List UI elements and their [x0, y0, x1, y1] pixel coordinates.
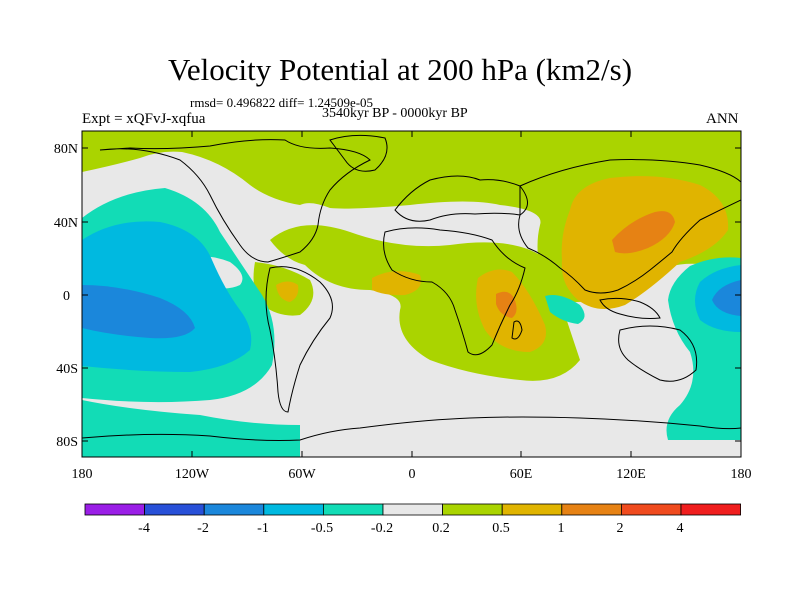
experiment-label: Expt = xQFvJ-xqfua — [82, 111, 206, 127]
colorbar-box — [561, 503, 622, 516]
contour-field — [82, 131, 741, 457]
colorbar-label: -0.2 — [371, 521, 393, 536]
y-axis-labels: 80N 40N 0 40S 80S — [54, 142, 78, 450]
x-label-180e: 180 — [731, 467, 752, 482]
field-orange-japan — [612, 211, 675, 254]
y-label-0: 0 — [63, 289, 70, 304]
colorbar-box — [84, 503, 145, 516]
coast-australia — [618, 325, 698, 382]
x-label-180w: 180 — [72, 467, 93, 482]
colorbar — [84, 503, 741, 516]
field-yellow-west-africa — [372, 271, 421, 296]
field-yellow-southamerica — [276, 281, 299, 302]
colorbar-label: 0.5 — [492, 521, 510, 536]
field-cyan-indian-ocean — [545, 295, 585, 324]
field-blue-west-pacific — [712, 280, 741, 316]
field-blue-pacific — [82, 285, 195, 339]
x-label-120w: 120W — [175, 467, 210, 482]
colorbar-label: 2 — [617, 521, 624, 536]
colorbar-labels: -4 -2 -1 -0.5 -0.2 0.2 0.5 1 2 4 — [138, 521, 683, 536]
season-label: ANN — [706, 111, 739, 127]
coast-greenland — [329, 134, 388, 172]
colorbar-box — [442, 503, 503, 516]
coast-africa — [383, 227, 526, 356]
colorbar-label: 1 — [558, 521, 565, 536]
coast-south-america — [265, 266, 333, 413]
coast-asia — [518, 159, 741, 294]
coastlines — [82, 134, 741, 441]
colorbar-box — [680, 503, 741, 516]
colorbar-box — [621, 503, 682, 516]
field-cyan-southern-ocean — [82, 400, 300, 457]
colorbar-label: -1 — [257, 521, 269, 536]
y-label-80s: 80S — [56, 435, 78, 450]
field-orange-east-africa — [496, 291, 517, 318]
coast-madagascar — [511, 320, 523, 340]
y-label-40s: 40S — [56, 362, 78, 377]
x-axis-labels: 180 120W 60W 0 60E 120E 180 — [72, 467, 752, 482]
colorbar-box — [501, 503, 563, 516]
colorbar-box — [144, 503, 205, 516]
x-label-0: 0 — [409, 467, 416, 482]
colorbar-box — [382, 503, 443, 516]
coast-europe — [394, 175, 528, 222]
coast-north-america — [99, 139, 371, 263]
colorbar-label: -4 — [138, 521, 150, 536]
colorbar-box — [203, 503, 265, 516]
colorbar-box — [263, 503, 324, 516]
x-label-120e: 120E — [616, 467, 646, 482]
axis-ticks — [81, 131, 742, 457]
y-label-80n: 80N — [54, 142, 78, 157]
x-label-60w: 60W — [288, 467, 316, 482]
colorbar-label: -2 — [197, 521, 209, 536]
period-text: 3540kyr BP - 0000kyr BP — [322, 106, 468, 121]
x-label-60e: 60E — [510, 467, 533, 482]
y-label-40n: 40N — [54, 216, 78, 231]
colorbar-box — [322, 503, 384, 516]
plot-title: Velocity Potential at 200 hPa (km2/s) — [167, 52, 633, 87]
colorbar-label: -0.5 — [311, 521, 333, 536]
colorbar-label: 4 — [677, 521, 684, 536]
stats-text: rmsd= 0.496822 diff= 1.24509e-05 — [190, 95, 374, 110]
colorbar-label: 0.2 — [432, 521, 450, 536]
coast-southeast-asia — [599, 297, 661, 319]
coast-antarctica — [82, 416, 741, 441]
